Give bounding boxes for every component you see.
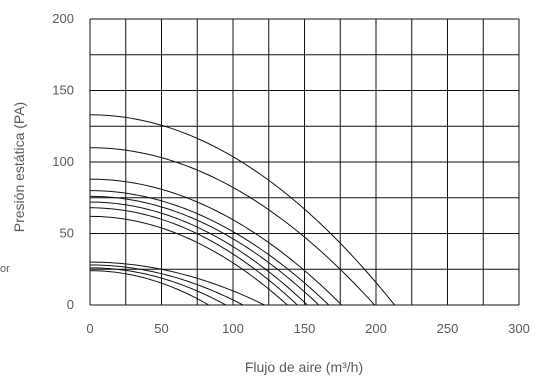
series-line-8 bbox=[89, 215, 288, 306]
y-tick-label: 200 bbox=[52, 11, 74, 26]
y-axis-label: Presión estática (PA) bbox=[11, 102, 27, 232]
series-line-7 bbox=[89, 207, 298, 306]
y-tick-label: 150 bbox=[52, 83, 74, 98]
series-line-1 bbox=[89, 114, 395, 306]
x-axis-label: Flujo de aire (m³/h) bbox=[245, 359, 363, 375]
grid bbox=[89, 18, 520, 306]
series-line-2 bbox=[89, 147, 375, 306]
series-line-6 bbox=[89, 201, 308, 306]
curves bbox=[89, 114, 395, 306]
series-line-9 bbox=[89, 261, 265, 306]
series-line-3 bbox=[89, 178, 343, 306]
x-tick-labels: 0 50 100 150 200 250 300 bbox=[86, 321, 529, 336]
y-tick-label: 100 bbox=[52, 154, 74, 169]
series-line-11 bbox=[89, 267, 227, 306]
side-text: or bbox=[0, 263, 10, 275]
x-tick-label: 200 bbox=[365, 321, 387, 336]
x-tick-label: 300 bbox=[508, 321, 530, 336]
series-line-5 bbox=[89, 195, 320, 306]
x-tick-label: 0 bbox=[86, 321, 93, 336]
y-tick-label: 50 bbox=[60, 226, 74, 241]
series-line-4 bbox=[89, 190, 330, 306]
x-tick-label: 250 bbox=[437, 321, 459, 336]
y-tick-label: 0 bbox=[67, 297, 74, 312]
x-tick-label: 50 bbox=[154, 321, 168, 336]
x-tick-label: 100 bbox=[222, 321, 244, 336]
y-tick-labels: 0 50 100 150 200 bbox=[52, 11, 74, 312]
x-tick-label: 150 bbox=[294, 321, 316, 336]
series-line-10 bbox=[89, 264, 244, 306]
series-line-12 bbox=[89, 270, 209, 306]
